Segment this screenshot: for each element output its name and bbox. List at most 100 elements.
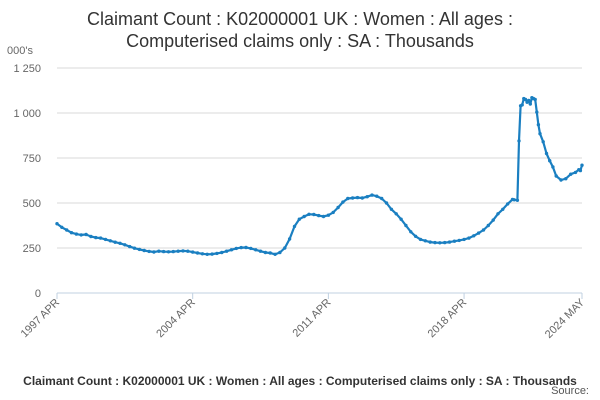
data-point[interactable]: [186, 249, 190, 253]
data-point[interactable]: [234, 246, 238, 251]
data-point[interactable]: [94, 235, 98, 240]
data-point[interactable]: [181, 249, 185, 253]
data-point[interactable]: [69, 231, 74, 235]
data-point[interactable]: [171, 249, 175, 254]
data-point[interactable]: [205, 252, 209, 256]
data-point[interactable]: [60, 225, 64, 229]
data-point[interactable]: [472, 234, 476, 238]
data-point[interactable]: [433, 240, 437, 245]
data-point[interactable]: [355, 195, 360, 200]
data-point[interactable]: [200, 252, 205, 256]
data-point[interactable]: [496, 212, 500, 216]
data-point[interactable]: [210, 252, 214, 256]
data-point[interactable]: [409, 230, 413, 234]
data-point[interactable]: [191, 250, 195, 254]
data-point[interactable]: [317, 213, 321, 218]
data-point[interactable]: [244, 245, 248, 250]
data-point[interactable]: [512, 198, 516, 202]
data-point[interactable]: [462, 237, 466, 242]
data-point[interactable]: [195, 251, 200, 255]
data-point[interactable]: [103, 237, 108, 242]
data-point[interactable]: [551, 165, 555, 169]
data-point[interactable]: [65, 228, 69, 232]
data-point[interactable]: [229, 248, 234, 252]
data-point[interactable]: [292, 224, 297, 229]
data-point[interactable]: [536, 123, 541, 127]
data-point[interactable]: [302, 214, 306, 219]
data-point[interactable]: [321, 214, 326, 219]
data-point[interactable]: [481, 228, 486, 232]
data-point[interactable]: [538, 132, 542, 136]
data-point[interactable]: [452, 239, 457, 243]
data-point[interactable]: [142, 248, 146, 253]
data-point[interactable]: [517, 139, 521, 143]
data-point[interactable]: [578, 168, 583, 173]
data-point[interactable]: [399, 217, 403, 221]
data-point[interactable]: [249, 246, 253, 251]
data-point[interactable]: [528, 102, 532, 106]
data-point[interactable]: [326, 213, 331, 217]
data-point[interactable]: [147, 249, 151, 254]
data-point[interactable]: [98, 236, 103, 240]
data-point[interactable]: [283, 246, 287, 250]
data-point[interactable]: [113, 240, 117, 244]
data-point[interactable]: [360, 196, 364, 200]
data-point[interactable]: [108, 239, 113, 243]
data-point[interactable]: [157, 249, 161, 253]
data-point[interactable]: [89, 234, 93, 239]
data-point[interactable]: [263, 250, 268, 255]
data-point[interactable]: [520, 103, 524, 107]
data-point[interactable]: [287, 237, 292, 241]
data-point[interactable]: [297, 217, 301, 221]
data-point[interactable]: [389, 207, 394, 211]
data-point[interactable]: [447, 240, 452, 244]
data-point[interactable]: [515, 198, 520, 202]
data-point[interactable]: [428, 240, 432, 244]
data-point[interactable]: [128, 244, 132, 249]
data-point[interactable]: [137, 247, 142, 252]
data-point[interactable]: [467, 236, 471, 240]
data-point[interactable]: [336, 205, 340, 210]
data-point[interactable]: [258, 249, 263, 253]
data-point[interactable]: [394, 212, 398, 216]
data-point[interactable]: [331, 210, 335, 215]
data-point[interactable]: [55, 222, 59, 226]
data-point[interactable]: [544, 151, 549, 156]
data-point[interactable]: [506, 202, 510, 206]
data-point[interactable]: [346, 196, 350, 201]
data-point[interactable]: [443, 240, 447, 245]
data-point[interactable]: [239, 245, 243, 250]
data-point[interactable]: [307, 212, 311, 216]
data-point[interactable]: [423, 239, 427, 243]
data-point[interactable]: [569, 172, 573, 176]
data-point[interactable]: [580, 163, 584, 167]
data-point[interactable]: [491, 218, 495, 222]
data-point[interactable]: [535, 110, 539, 114]
data-point[interactable]: [375, 194, 379, 198]
data-point[interactable]: [341, 200, 345, 204]
data-point[interactable]: [533, 97, 537, 102]
data-point[interactable]: [573, 170, 578, 175]
data-point[interactable]: [438, 241, 442, 245]
data-point[interactable]: [486, 223, 490, 228]
data-point[interactable]: [268, 251, 272, 255]
data-point[interactable]: [404, 223, 408, 228]
data-point[interactable]: [273, 252, 277, 256]
data-point[interactable]: [384, 201, 389, 205]
data-point[interactable]: [152, 250, 156, 254]
data-point[interactable]: [548, 159, 552, 163]
data-point[interactable]: [224, 249, 229, 253]
data-point[interactable]: [278, 250, 282, 255]
data-point[interactable]: [312, 212, 316, 217]
data-point[interactable]: [413, 234, 418, 238]
data-point[interactable]: [220, 250, 224, 255]
data-point[interactable]: [118, 241, 122, 245]
data-point[interactable]: [370, 193, 374, 197]
data-point[interactable]: [564, 177, 568, 181]
data-point[interactable]: [541, 140, 545, 144]
data-point[interactable]: [476, 231, 481, 235]
data-point[interactable]: [166, 250, 171, 254]
data-point[interactable]: [501, 207, 505, 211]
data-point[interactable]: [527, 98, 531, 103]
data-point[interactable]: [132, 246, 137, 250]
